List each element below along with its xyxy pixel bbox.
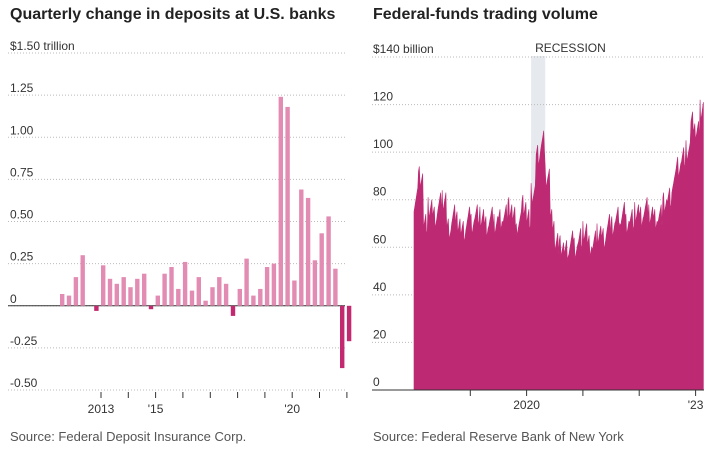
x-tick-label: '15 [148, 402, 164, 416]
bar [271, 263, 277, 306]
bar [230, 305, 236, 316]
bar [189, 290, 195, 306]
y-tick-label: 0.25 [10, 250, 34, 264]
bar [319, 233, 324, 306]
x-tick-label: '20 [284, 402, 300, 416]
bar [326, 216, 331, 306]
y-tick-label: 120 [373, 90, 393, 104]
bar [305, 197, 311, 306]
bar [121, 277, 126, 306]
bar [176, 288, 181, 306]
y-tick-label: 0.75 [10, 165, 34, 179]
bar [148, 305, 154, 310]
bar [114, 283, 119, 306]
y-tick-label: $1.50 trillion [10, 39, 75, 53]
fedfunds-chart-panel: Federal-funds trading volume RECESSION $1… [356, 0, 712, 456]
deposits-chart-source: Source: Federal Deposit Insurance Corp. [10, 429, 247, 444]
bar [128, 287, 133, 306]
bar [101, 265, 106, 306]
bar [73, 277, 79, 306]
bar [107, 278, 113, 306]
bar [142, 273, 147, 306]
y-tick-label: 0 [10, 292, 17, 306]
bar [217, 277, 222, 306]
bar [210, 287, 215, 306]
y-tick-label: 1.25 [10, 81, 34, 95]
deposits-chart-panel: Quarterly change in deposits at U.S. ban… [8, 6, 352, 444]
bar [285, 106, 290, 306]
bar [182, 261, 188, 306]
bar [60, 294, 65, 306]
deposits-bar-chart: $1.50 trillion 1.25 1.00 0.75 0.50 0.25 0 -0.25… [8, 39, 352, 416]
volume-area [413, 99, 704, 391]
y-tick-label: -0.25 [10, 334, 38, 348]
bar [292, 280, 297, 306]
bar [264, 267, 270, 306]
y-tick-label: 40 [373, 280, 387, 294]
recession-label: RECESSION [535, 41, 606, 55]
bar [312, 260, 318, 306]
deposits-chart-title: Quarterly change in deposits at U.S. ban… [10, 6, 336, 23]
bar [94, 305, 99, 311]
bar [278, 96, 283, 306]
bar [80, 255, 85, 306]
bar [135, 278, 140, 306]
bar [66, 295, 72, 306]
fedfunds-chart-source: Source: Federal Reserve Bank of New York [373, 429, 624, 444]
x-tick-label: '23 [688, 398, 704, 412]
bar [251, 295, 256, 306]
y-tick-label: 80 [373, 185, 387, 199]
fedfunds-chart-title: Federal-funds trading volume [373, 6, 598, 23]
bar [162, 273, 167, 306]
x-tick-label: 2020 [513, 398, 540, 412]
bar [237, 288, 242, 306]
bar [340, 305, 345, 369]
y-tick-label: $140 billion [373, 42, 434, 56]
y-tick-label: -0.50 [10, 376, 38, 390]
bar [223, 283, 229, 306]
y-tick-label: 0 [373, 375, 380, 389]
bar [169, 267, 174, 306]
bar [196, 277, 201, 306]
y-tick-label: 60 [373, 232, 387, 246]
y-tick-label: 20 [373, 327, 387, 341]
bar [346, 305, 352, 342]
fedfunds-area-chart: RECESSION $140 billion 120 100 80 60 40 20 0 2020… [372, 41, 704, 412]
y-tick-label: 0.50 [10, 208, 34, 222]
bar [333, 268, 338, 306]
bar [244, 258, 249, 306]
bar [299, 189, 304, 306]
bar [258, 288, 263, 306]
y-tick-label: 1.00 [10, 123, 34, 137]
y-tick-label: 100 [373, 137, 393, 151]
x-tick-label: 2013 [88, 402, 115, 416]
bar [155, 295, 160, 306]
bar [203, 300, 208, 306]
